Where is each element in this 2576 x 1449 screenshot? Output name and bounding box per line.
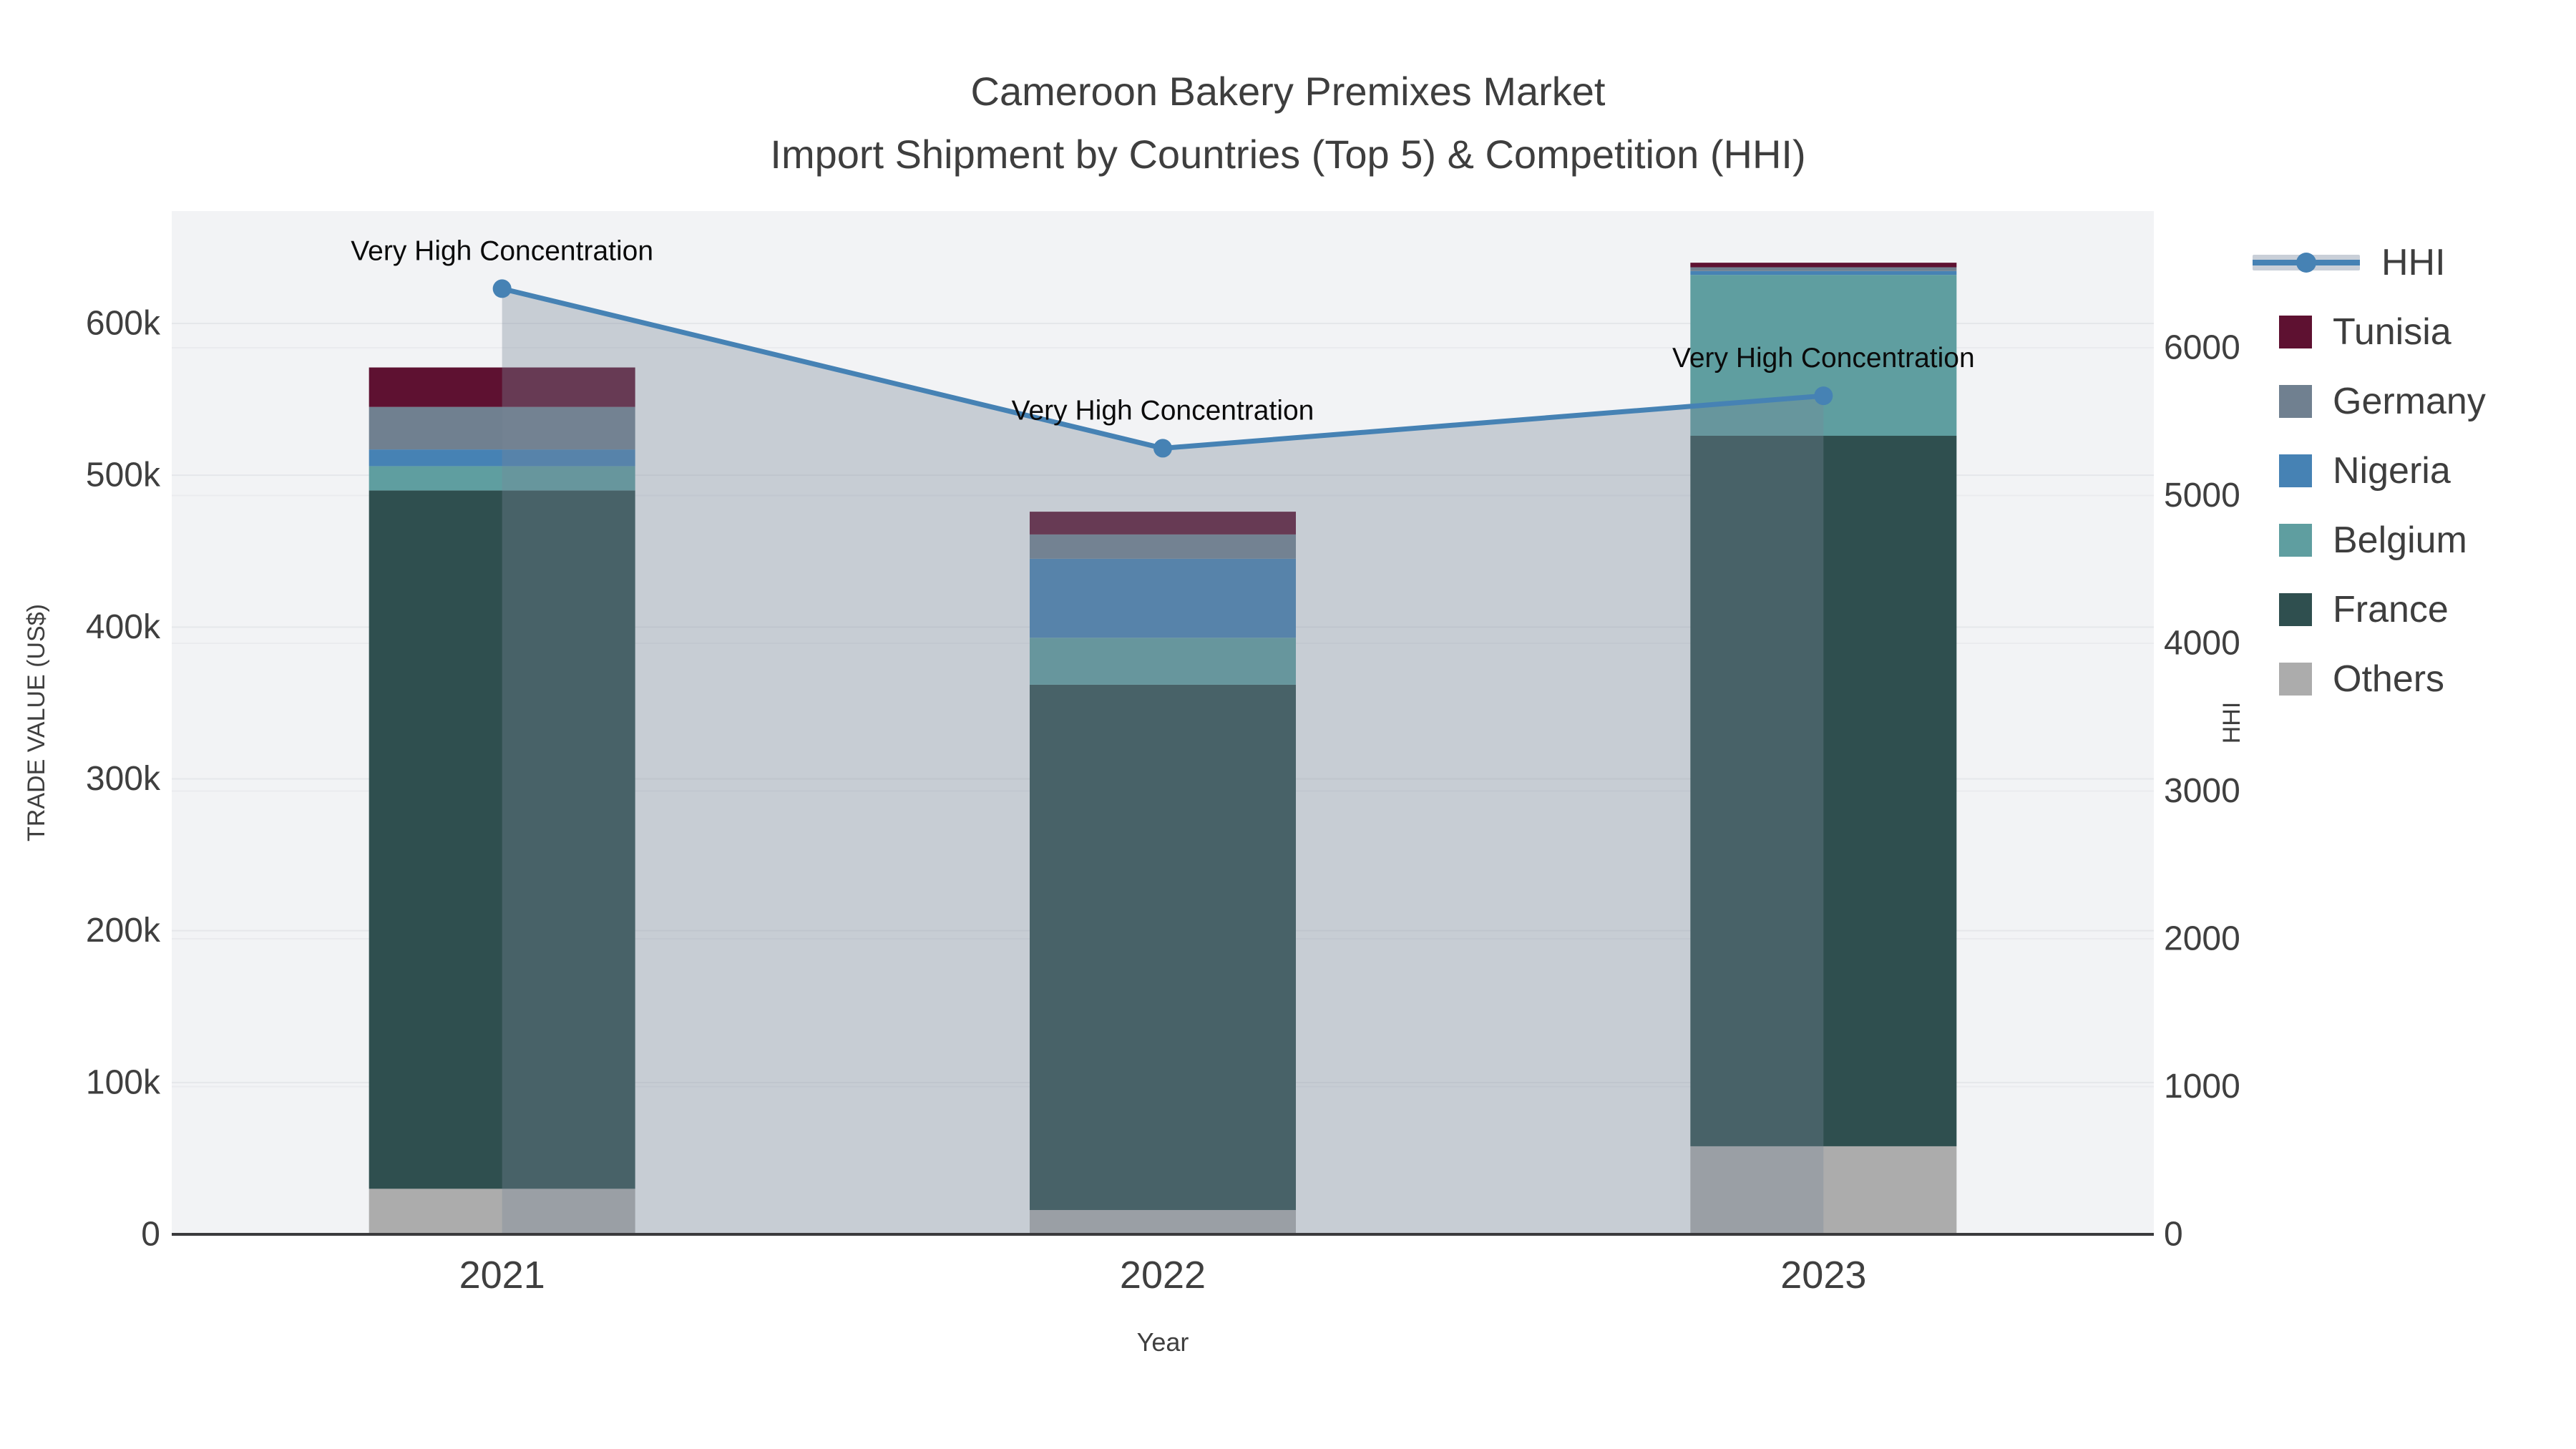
y-left-tick-5: 500k xyxy=(86,457,161,494)
x-tick-2023: 2023 xyxy=(1780,1254,1866,1297)
bar-2023-france[interactable] xyxy=(1690,436,1957,1146)
legend-label-france: France xyxy=(2333,588,2449,630)
germany-swatch-icon xyxy=(2279,384,2312,418)
legend-item-germany[interactable]: Germany xyxy=(2253,366,2486,436)
chart-title-line1: Cameroon Bakery Premixes Market xyxy=(970,69,1606,114)
y-left-tick-3: 300k xyxy=(86,760,161,798)
x-tick-2021: 2021 xyxy=(459,1254,545,1297)
y-left-tick-4: 400k xyxy=(86,608,161,646)
legend-label-belgium: Belgium xyxy=(2333,519,2467,561)
x-tick-2022: 2022 xyxy=(1120,1254,1206,1297)
legend-item-tunisia[interactable]: Tunisia xyxy=(2253,297,2486,366)
bar-2023-belgium[interactable] xyxy=(1690,275,1957,436)
bar-2022-france[interactable] xyxy=(1030,684,1296,1211)
legend-item-nigeria[interactable]: Nigeria xyxy=(2253,436,2486,505)
france-swatch-icon xyxy=(2279,592,2312,626)
legend: HHI Tunisia Germany Nigeria Belgium France Oth… xyxy=(2253,228,2486,713)
y-left-tick-2: 200k xyxy=(86,912,161,950)
hhi-point-2021[interactable] xyxy=(492,279,512,298)
bar-2022-nigeria[interactable] xyxy=(1030,558,1296,638)
annotation-2021: Very High Concentration xyxy=(351,235,653,266)
annotation-2022: Very High Concentration xyxy=(1012,395,1314,426)
y-left-tick-6: 600k xyxy=(86,305,161,343)
legend-item-hhi[interactable]: HHI xyxy=(2253,228,2486,297)
bar-2021-others[interactable] xyxy=(369,1189,635,1234)
chart-title-line2: Import Shipment by Countries (Top 5) & C… xyxy=(770,132,1806,177)
y-right-tick-6: 6000 xyxy=(2164,329,2240,367)
y-right-tick-4: 4000 xyxy=(2164,625,2240,663)
belgium-swatch-icon xyxy=(2279,523,2312,557)
legend-item-france[interactable]: France xyxy=(2253,575,2486,644)
bar-2023-others[interactable] xyxy=(1690,1146,1957,1234)
legend-label-germany: Germany xyxy=(2333,380,2486,422)
y-right-axis-title: HHI xyxy=(2218,702,2245,744)
nigeria-swatch-icon xyxy=(2279,454,2312,487)
y-left-tick-0: 0 xyxy=(141,1216,160,1254)
legend-label-others: Others xyxy=(2333,658,2445,700)
bar-2021-nigeria[interactable] xyxy=(369,449,635,467)
bar-2021-germany[interactable] xyxy=(369,406,635,450)
bar-2022-germany[interactable] xyxy=(1030,534,1296,559)
hhi-line-sample-icon xyxy=(2253,252,2360,273)
legend-label-tunisia: Tunisia xyxy=(2333,311,2451,353)
hhi-point-2023[interactable] xyxy=(1814,386,1833,406)
hhi-marker-icon xyxy=(2296,252,2316,273)
bar-2023-tunisia[interactable] xyxy=(1690,263,1957,268)
hhi-point-2022[interactable] xyxy=(1153,439,1172,458)
y-right-tick-0: 0 xyxy=(2164,1216,2183,1254)
bar-2022-others[interactable] xyxy=(1030,1210,1296,1234)
legend-label-nigeria: Nigeria xyxy=(2333,449,2451,492)
tunisia-swatch-icon xyxy=(2279,315,2312,348)
annotation-2023: Very High Concentration xyxy=(1672,343,1975,374)
bar-2021-belgium[interactable] xyxy=(369,466,635,491)
x-axis-title: Year xyxy=(1137,1327,1189,1357)
y-left-axis-title: TRADE VALUE (US$) xyxy=(23,604,50,841)
y-right-tick-5: 5000 xyxy=(2164,477,2240,514)
y-right-tick-1: 1000 xyxy=(2164,1068,2240,1106)
y-right-tick-2: 2000 xyxy=(2164,920,2240,958)
legend-label-hhi: HHI xyxy=(2381,241,2446,283)
bar-2023-germany[interactable] xyxy=(1690,267,1957,271)
legend-item-others[interactable]: Others xyxy=(2253,644,2486,713)
bar-2023-nigeria[interactable] xyxy=(1690,270,1957,275)
y-right-tick-3: 3000 xyxy=(2164,772,2240,810)
legend-item-belgium[interactable]: Belgium xyxy=(2253,505,2486,575)
bar-2021-france[interactable] xyxy=(369,490,635,1189)
bar-2022-tunisia[interactable] xyxy=(1030,512,1296,535)
others-swatch-icon xyxy=(2279,662,2312,696)
y-left-tick-1: 100k xyxy=(86,1063,161,1101)
hhi-area-fill xyxy=(502,288,1824,1234)
bar-2021-tunisia[interactable] xyxy=(369,367,635,407)
bar-2022-belgium[interactable] xyxy=(1030,638,1296,685)
